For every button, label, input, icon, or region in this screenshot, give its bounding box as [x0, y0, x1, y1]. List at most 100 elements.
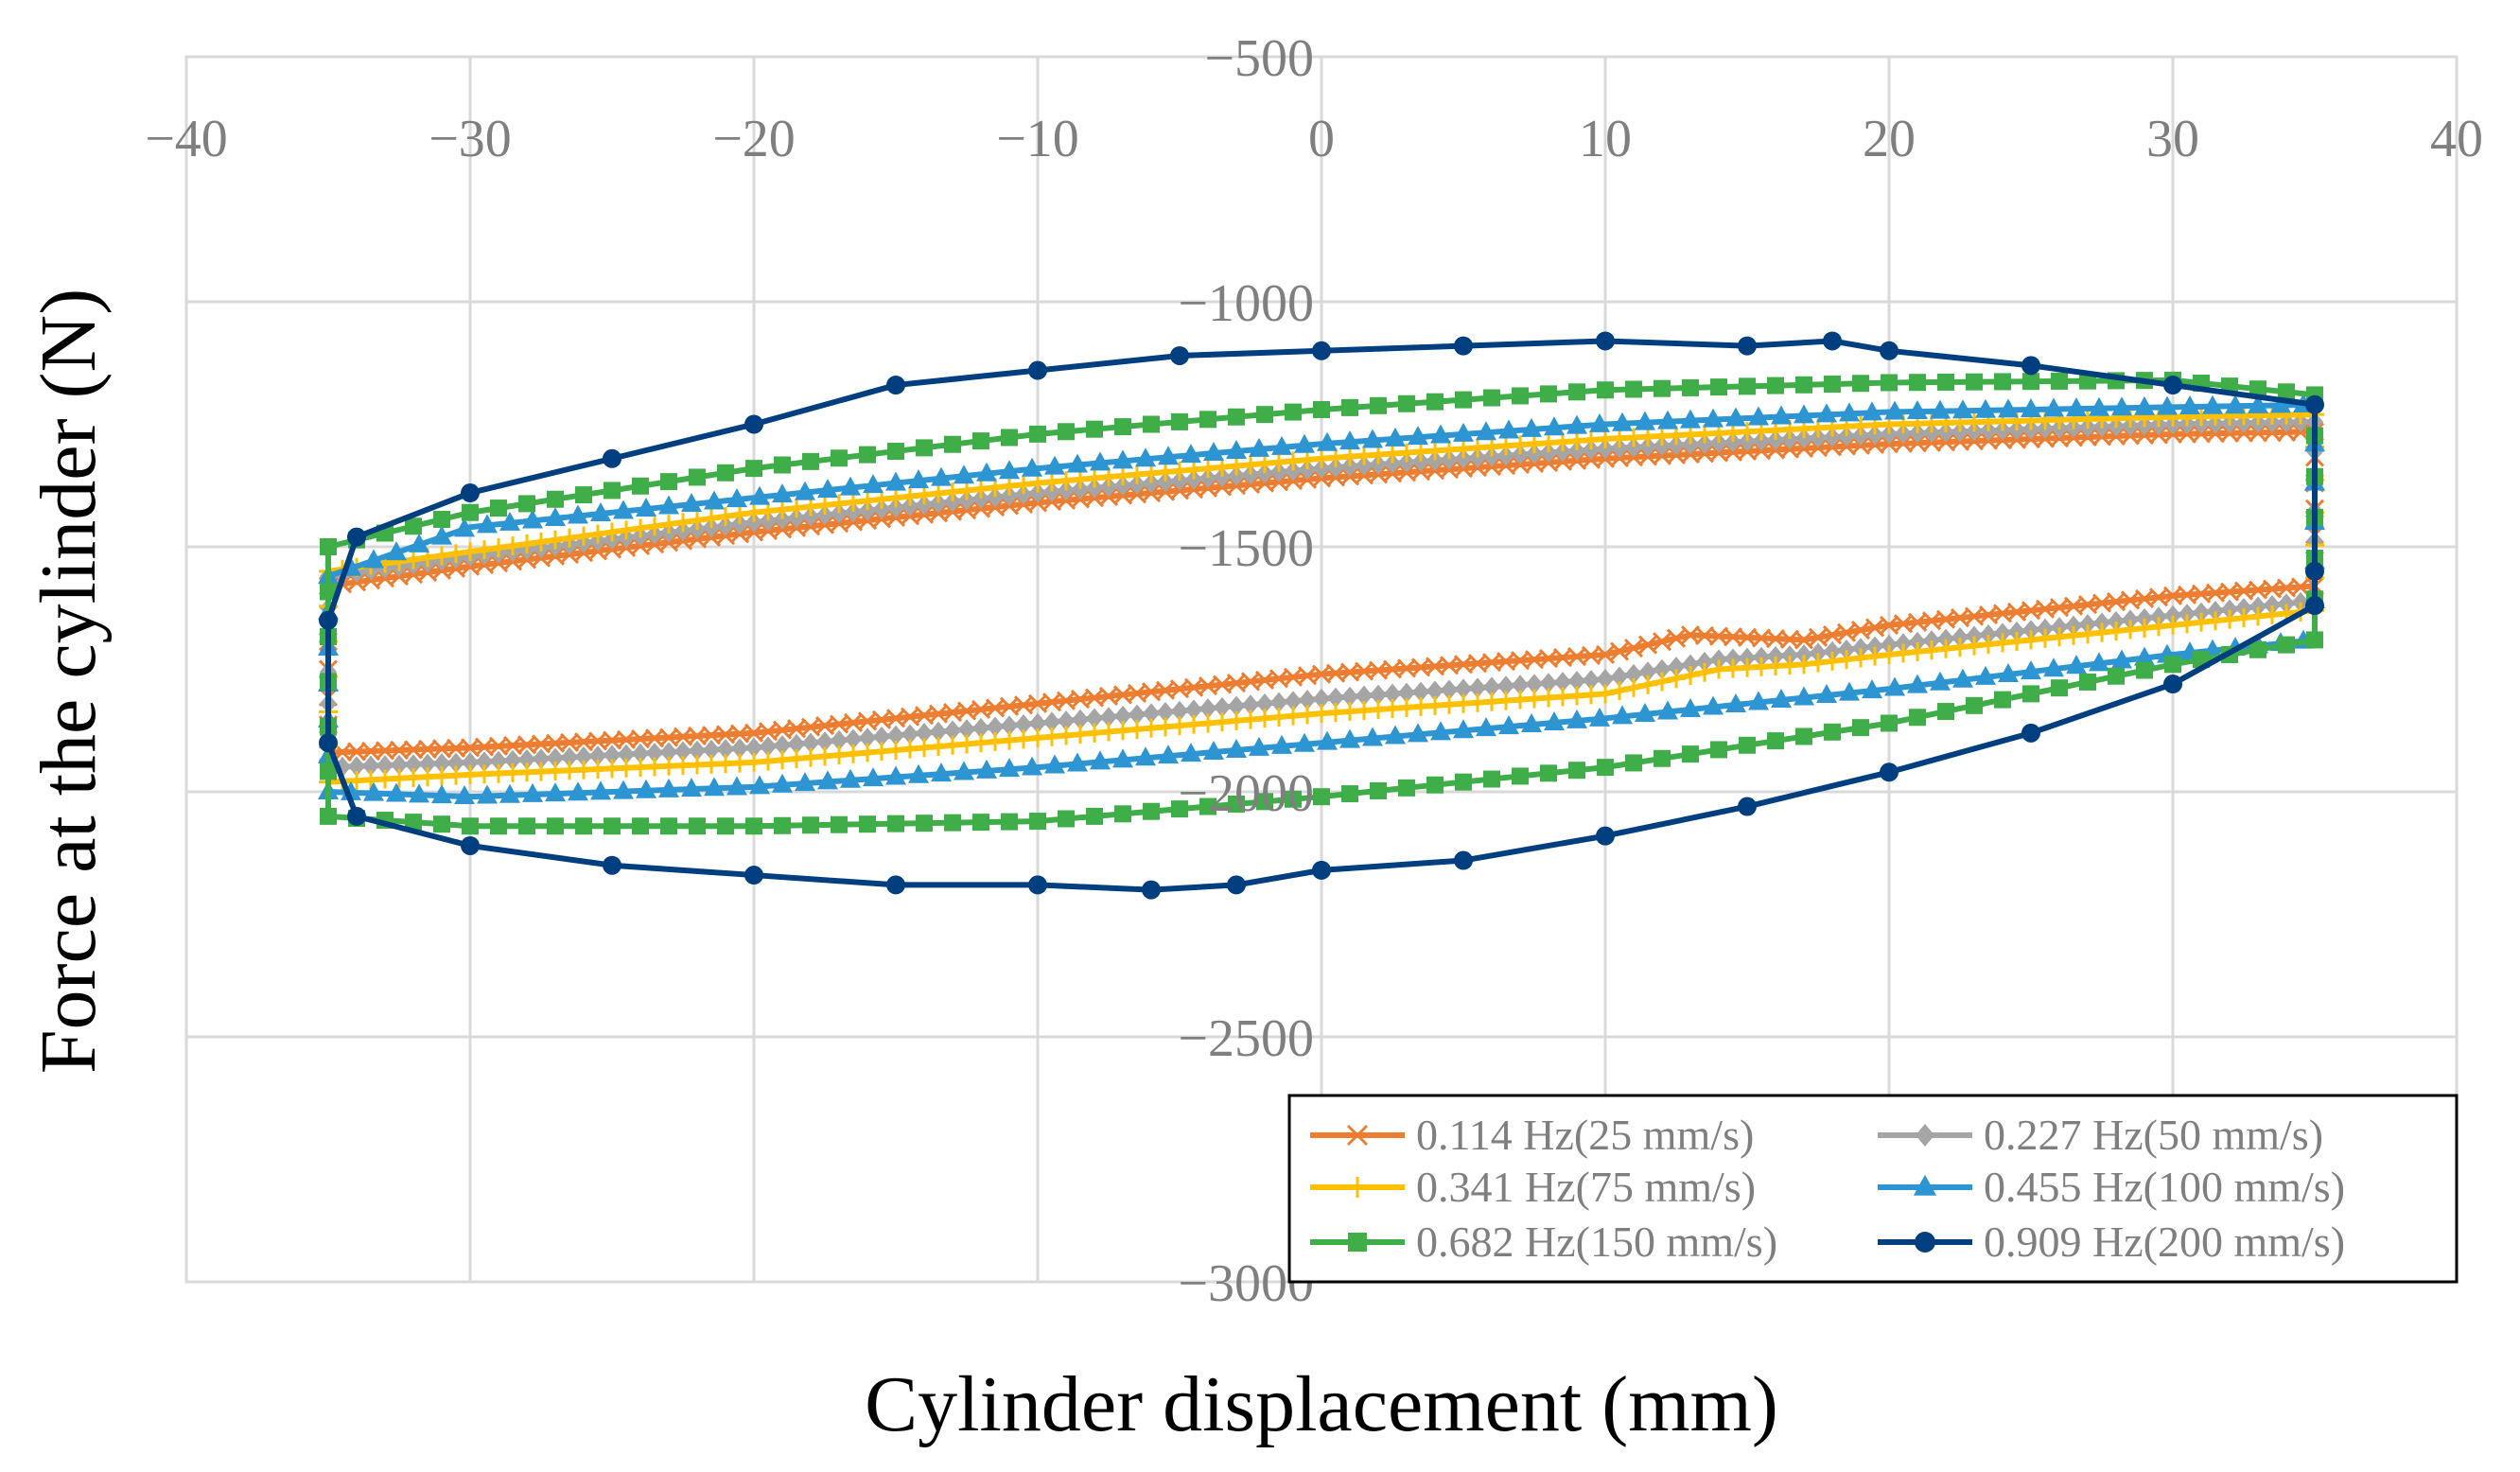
data-point	[1453, 719, 1474, 739]
data-point	[1738, 797, 1757, 816]
data-point	[1865, 646, 1884, 666]
data-point	[1317, 431, 1338, 451]
data-point	[1881, 374, 1898, 392]
data-point	[636, 779, 656, 798]
data-point	[658, 727, 679, 747]
data-point	[1795, 644, 1812, 665]
data-point	[943, 482, 962, 501]
data-point	[944, 720, 961, 742]
data-point	[2066, 397, 2087, 417]
data-point	[360, 741, 381, 762]
data-point	[1794, 655, 1813, 675]
data-point	[347, 527, 366, 547]
data-point	[1795, 428, 1812, 449]
data-point	[745, 817, 762, 835]
data-point	[958, 719, 975, 740]
data-point	[1809, 653, 1828, 673]
data-point	[1476, 421, 1496, 441]
data-point	[1181, 743, 1201, 762]
data-point	[1611, 437, 1628, 459]
data-point	[2248, 394, 2268, 413]
data-point	[348, 756, 365, 777]
data-point	[499, 511, 520, 531]
data-point	[873, 499, 890, 519]
data-point	[2235, 597, 2252, 619]
data-point	[1824, 427, 1841, 447]
data-point	[2270, 394, 2291, 413]
data-point	[1086, 807, 1103, 825]
data-point	[931, 466, 952, 486]
data-point	[1568, 440, 1585, 462]
data-point	[1753, 646, 1770, 668]
data-point	[1256, 463, 1273, 484]
data-point	[745, 460, 762, 478]
x-tick-labels: −40 −30 −20 −10 0 10 20 30 40	[145, 110, 2483, 168]
data-point	[1370, 454, 1387, 475]
data-point	[1029, 425, 1046, 443]
data-point	[1753, 430, 1770, 451]
data-point	[1862, 679, 1882, 699]
data-point	[1181, 444, 1201, 464]
data-point	[1866, 636, 1883, 657]
data-point	[929, 483, 948, 503]
data-point	[1199, 467, 1216, 489]
data-point	[1170, 345, 1189, 365]
data-point	[802, 816, 819, 834]
data-point	[1203, 741, 1224, 761]
data-point	[1625, 754, 1642, 772]
data-point	[1881, 714, 1898, 732]
data-point	[2051, 372, 2068, 390]
data-point	[689, 740, 706, 762]
data-point	[2066, 655, 2087, 675]
data-point	[1001, 813, 1018, 831]
data-point	[1909, 631, 1926, 653]
data-point	[1362, 727, 1383, 746]
data-point	[1185, 699, 1202, 721]
data-point	[702, 508, 721, 528]
data-point	[2179, 604, 2196, 624]
data-point	[716, 506, 735, 526]
data-point	[1143, 802, 1160, 820]
data-point	[1748, 406, 1769, 426]
data-point	[744, 502, 763, 522]
data-point	[845, 728, 862, 750]
data-point	[319, 733, 338, 753]
y-tick-label: −2000	[1178, 764, 1314, 823]
data-point	[1015, 713, 1032, 735]
data-point	[1526, 443, 1543, 464]
data-point	[1966, 373, 1983, 391]
data-point	[2163, 376, 2182, 395]
data-point	[2089, 396, 2109, 416]
data-point	[901, 724, 919, 745]
data-point	[1583, 670, 1600, 691]
data-point	[1426, 776, 1444, 794]
data-point	[1228, 408, 1245, 426]
data-point	[1044, 455, 1065, 475]
data-point	[1143, 415, 1160, 433]
data-point	[817, 770, 838, 790]
data-point	[2093, 612, 2110, 634]
data-point	[502, 735, 523, 756]
data-point	[815, 495, 834, 515]
data-point	[1639, 436, 1656, 457]
data-point	[1994, 691, 2011, 709]
data-point	[1612, 412, 1633, 431]
data-point	[1816, 403, 1837, 423]
data-point	[774, 456, 791, 474]
data-point	[1930, 399, 1951, 419]
data-point	[1710, 378, 1727, 396]
data-point	[1043, 481, 1060, 502]
data-point	[1129, 704, 1146, 726]
data-point	[546, 530, 565, 550]
data-point	[575, 817, 592, 835]
data-point	[2278, 593, 2295, 614]
data-point	[645, 517, 664, 536]
data-point	[1540, 764, 1557, 782]
x-axis-title: Cylinder displacement (mm)	[865, 1360, 1778, 1448]
data-point	[1625, 663, 1642, 685]
data-point	[476, 751, 493, 772]
data-point	[2107, 622, 2126, 641]
data-point	[1703, 408, 1724, 428]
data-point	[2278, 383, 2295, 401]
data-point	[1058, 423, 1075, 441]
